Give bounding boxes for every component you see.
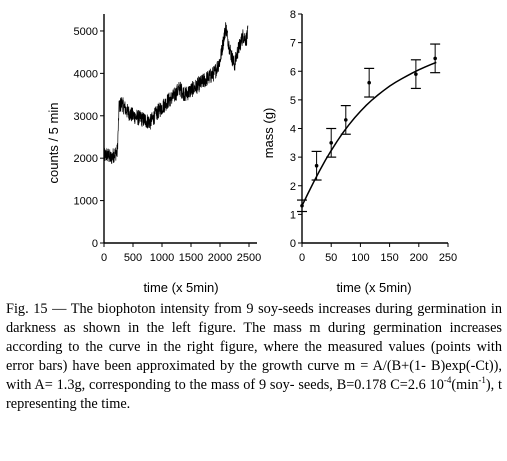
x-tick-label: 1500 xyxy=(179,252,203,264)
y-tick-label: 6 xyxy=(290,66,296,78)
x-tick-label: 50 xyxy=(325,252,337,264)
y-tick-label: 8 xyxy=(290,9,296,21)
left-plot-area: 0 1000 2000 3000 4000 5000 0 500 1000 1500 2000 25… xyxy=(74,14,261,264)
data-point xyxy=(367,80,371,85)
x-tick-label: 0 xyxy=(101,252,107,264)
data-point xyxy=(433,56,437,61)
right-x-ticks: 0 50 100 150 200 250 xyxy=(299,243,457,264)
data-point-with-error-bar xyxy=(430,43,441,74)
caption-line: ), t representing the time. xyxy=(6,377,502,412)
caption-line: during germination in darkness as shown … xyxy=(6,301,502,336)
right-plot-area: 0 1 2 3 4 5 6 7 8 0 50 100 150 200 250 xyxy=(290,9,457,264)
data-point-with-error-bar xyxy=(326,127,337,158)
right-growth-curve xyxy=(301,61,437,207)
y-tick-label: 0 xyxy=(92,238,98,250)
left-y-axis-title: counts / 5 min xyxy=(46,103,61,184)
y-tick-label: 1000 xyxy=(74,196,98,208)
data-point xyxy=(344,118,348,122)
left-x-ticks: 0 500 1000 1500 2000 2500 xyxy=(101,243,261,264)
left-chart: 0 1000 2000 3000 4000 5000 0 500 1000 1500 2000 25… xyxy=(46,14,261,295)
data-point xyxy=(300,203,304,208)
y-tick-label: 1 xyxy=(290,209,296,221)
right-x-axis-title: time (x 5min) xyxy=(336,280,411,295)
caption-line: have been approximated by the growth cur… xyxy=(72,358,426,374)
caption-line: seeds, B=0.178 C=2.6 10 xyxy=(298,377,444,393)
y-tick-label: 3000 xyxy=(74,111,98,123)
right-y-ticks: 0 1 2 3 4 5 6 7 8 xyxy=(290,9,302,250)
x-tick-label: 100 xyxy=(351,252,369,264)
data-point-with-error-bar xyxy=(364,67,375,98)
data-point-with-error-bar xyxy=(410,59,421,90)
y-tick-label: 2 xyxy=(290,181,296,193)
y-tick-label: 5000 xyxy=(74,26,98,38)
y-tick-label: 7 xyxy=(290,38,296,50)
x-tick-label: 1000 xyxy=(150,252,174,264)
right-y-axis-title: mass (g) xyxy=(261,108,276,159)
data-point-with-error-bar xyxy=(311,150,322,181)
x-tick-label: 0 xyxy=(299,252,305,264)
caption-exponent: -4 xyxy=(443,375,452,386)
caption-line: mass m during germination increases acco… xyxy=(6,320,502,355)
data-point xyxy=(314,163,319,168)
x-tick-label: 500 xyxy=(124,252,142,264)
y-tick-label: 5 xyxy=(290,95,296,107)
data-point xyxy=(414,72,418,76)
right-data-points xyxy=(297,43,441,213)
left-x-axis-title: time (x 5min) xyxy=(143,280,218,295)
x-tick-label: 2000 xyxy=(208,252,232,264)
y-tick-label: 4000 xyxy=(74,68,98,80)
y-tick-label: 3 xyxy=(290,152,296,164)
data-point xyxy=(329,141,334,145)
y-tick-label: 4 xyxy=(290,124,296,136)
left-series-line xyxy=(103,22,249,164)
caption-line: right figure, where the measured values … xyxy=(6,339,502,374)
data-point-with-error-bar xyxy=(340,104,351,135)
y-tick-label: 2000 xyxy=(74,153,98,165)
caption-exponent: -1 xyxy=(478,375,486,386)
x-tick-label: 150 xyxy=(380,252,398,264)
x-tick-label: 200 xyxy=(410,252,428,264)
caption-line: (min xyxy=(451,377,479,393)
counts-trace xyxy=(103,22,249,164)
left-y-ticks: 0 1000 2000 3000 4000 5000 xyxy=(74,26,104,250)
y-tick-label: 0 xyxy=(290,238,296,250)
growth-curve-line xyxy=(301,61,437,207)
x-tick-label: 2500 xyxy=(237,252,261,264)
data-point-with-error-bar xyxy=(297,199,307,213)
caption-line: B)exp(-Ct)), with A= 1.3g, corresponding… xyxy=(6,358,503,393)
caption-line: Fig. 15 — The biophoton intensity from 9… xyxy=(6,301,371,317)
figure-caption: Fig. 15 — The biophoton intensity from 9… xyxy=(6,300,502,414)
x-tick-label: 250 xyxy=(439,252,457,264)
